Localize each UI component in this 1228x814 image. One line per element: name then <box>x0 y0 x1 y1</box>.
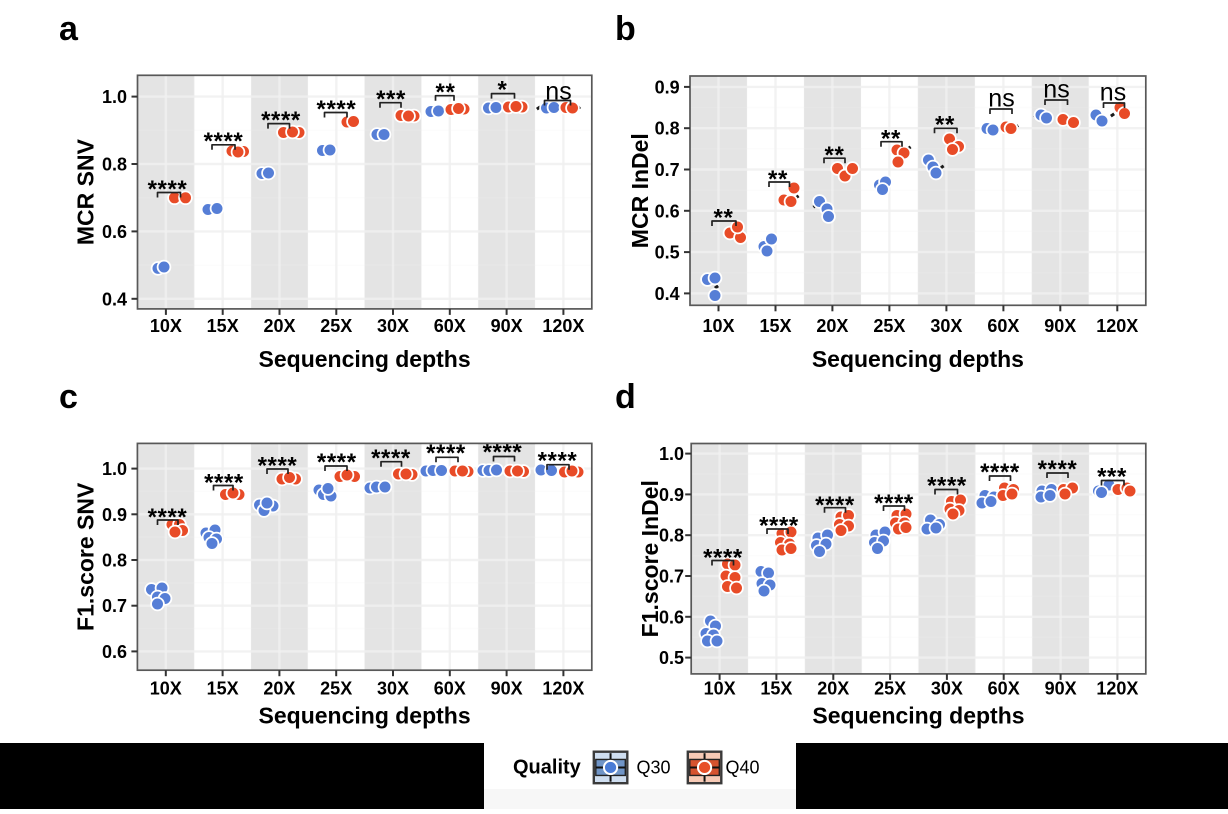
svg-text:*: * <box>498 77 508 104</box>
svg-text:0.9: 0.9 <box>659 485 684 505</box>
svg-text:0.7: 0.7 <box>102 596 127 616</box>
svg-text:****: **** <box>317 96 357 123</box>
svg-text:0.6: 0.6 <box>655 201 680 221</box>
svg-text:ns: ns <box>545 78 571 106</box>
svg-text:b: b <box>615 10 636 48</box>
svg-text:0.7: 0.7 <box>659 567 684 587</box>
svg-text:20X: 20X <box>816 316 848 336</box>
svg-text:Sequencing depths: Sequencing depths <box>259 703 471 729</box>
svg-text:1.0: 1.0 <box>102 87 127 107</box>
svg-text:15X: 15X <box>207 679 239 699</box>
svg-text:10X: 10X <box>702 316 734 336</box>
svg-text:0.7: 0.7 <box>655 160 680 180</box>
svg-text:**: ** <box>768 166 788 193</box>
svg-text:****: **** <box>1038 456 1078 483</box>
svg-text:d: d <box>615 378 636 416</box>
svg-text:90X: 90X <box>491 679 523 699</box>
svg-text:****: **** <box>371 445 411 472</box>
svg-text:Sequencing depths: Sequencing depths <box>812 703 1024 729</box>
svg-text:**: ** <box>881 126 901 153</box>
svg-text:120X: 120X <box>1096 316 1138 336</box>
svg-text:30X: 30X <box>377 679 409 699</box>
svg-text:****: **** <box>980 459 1020 486</box>
svg-text:MCR InDel: MCR InDel <box>627 133 653 248</box>
svg-text:0.8: 0.8 <box>655 119 680 139</box>
svg-text:60X: 60X <box>434 316 466 336</box>
svg-text:60X: 60X <box>987 316 1019 336</box>
svg-text:0.6: 0.6 <box>102 222 127 242</box>
svg-text:****: **** <box>148 504 188 531</box>
svg-text:0.9: 0.9 <box>102 505 127 525</box>
svg-text:20X: 20X <box>817 679 849 699</box>
svg-text:90X: 90X <box>491 316 523 336</box>
svg-text:****: **** <box>426 440 466 467</box>
svg-text:120X: 120X <box>1096 679 1138 699</box>
svg-text:25X: 25X <box>320 316 352 336</box>
svg-text:Sequencing depths: Sequencing depths <box>259 346 471 372</box>
svg-text:0.5: 0.5 <box>659 648 684 668</box>
svg-text:120X: 120X <box>542 316 584 336</box>
svg-text:****: **** <box>261 107 301 134</box>
svg-text:0.6: 0.6 <box>102 642 127 662</box>
svg-text:20X: 20X <box>263 679 295 699</box>
svg-text:25X: 25X <box>320 679 352 699</box>
svg-text:**: ** <box>825 142 845 169</box>
svg-text:15X: 15X <box>207 316 239 336</box>
svg-text:****: **** <box>538 448 578 475</box>
svg-text:30X: 30X <box>377 316 409 336</box>
svg-text:30X: 30X <box>930 316 962 336</box>
svg-text:1.0: 1.0 <box>102 459 127 479</box>
svg-text:a: a <box>59 10 79 48</box>
svg-text:***: *** <box>1097 464 1127 491</box>
svg-text:Q30: Q30 <box>637 758 671 778</box>
svg-text:F1.score SNV: F1.score SNV <box>73 482 99 631</box>
svg-text:0.8: 0.8 <box>102 155 127 175</box>
svg-text:****: **** <box>759 513 799 540</box>
svg-text:0.9: 0.9 <box>655 77 680 97</box>
svg-text:25X: 25X <box>874 679 906 699</box>
svg-text:**: ** <box>714 205 734 232</box>
svg-text:30X: 30X <box>931 679 963 699</box>
svg-text:25X: 25X <box>873 316 905 336</box>
svg-text:Quality: Quality <box>513 757 582 779</box>
svg-text:****: **** <box>148 176 188 203</box>
svg-text:10X: 10X <box>150 316 182 336</box>
svg-text:10X: 10X <box>704 679 736 699</box>
svg-text:****: **** <box>204 128 244 155</box>
svg-text:ns: ns <box>1100 79 1126 107</box>
svg-text:ns: ns <box>1043 76 1069 104</box>
svg-text:**: ** <box>436 79 456 106</box>
svg-text:0.8: 0.8 <box>659 526 684 546</box>
svg-text:****: **** <box>204 470 244 497</box>
svg-text:c: c <box>59 378 78 416</box>
svg-text:Sequencing depths: Sequencing depths <box>812 346 1024 372</box>
svg-text:0.6: 0.6 <box>659 607 684 627</box>
svg-text:20X: 20X <box>263 316 295 336</box>
svg-text:ns: ns <box>988 85 1014 113</box>
svg-text:****: **** <box>815 492 855 519</box>
svg-text:10X: 10X <box>150 679 182 699</box>
svg-text:0.4: 0.4 <box>102 289 127 309</box>
svg-text:**: ** <box>935 112 955 139</box>
svg-text:0.5: 0.5 <box>655 243 680 263</box>
svg-text:****: **** <box>874 490 914 517</box>
svg-text:15X: 15X <box>760 679 792 699</box>
svg-text:****: **** <box>317 449 357 476</box>
svg-text:15X: 15X <box>759 316 791 336</box>
svg-text:Q40: Q40 <box>726 758 760 778</box>
svg-text:60X: 60X <box>434 679 466 699</box>
svg-text:0.4: 0.4 <box>655 284 680 304</box>
svg-text:***: *** <box>376 86 406 113</box>
svg-text:0.8: 0.8 <box>102 551 127 571</box>
svg-text:****: **** <box>258 453 298 480</box>
svg-text:****: **** <box>703 545 743 572</box>
svg-text:90X: 90X <box>1044 316 1076 336</box>
svg-text:60X: 60X <box>988 679 1020 699</box>
svg-text:F1.score InDel: F1.score InDel <box>637 480 663 637</box>
svg-text:****: **** <box>927 473 967 500</box>
svg-text:1.0: 1.0 <box>659 444 684 464</box>
svg-text:MCR SNV: MCR SNV <box>73 138 99 245</box>
svg-text:120X: 120X <box>542 679 584 699</box>
svg-text:90X: 90X <box>1045 679 1077 699</box>
